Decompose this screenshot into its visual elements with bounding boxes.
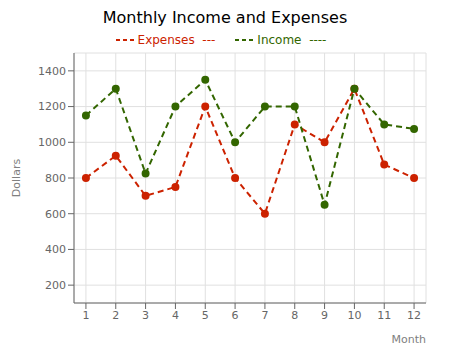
svg-text:3: 3 [142,309,149,322]
svg-text:12: 12 [407,309,421,322]
html-text:Expenses ---: Expenses --- [137,33,216,47]
svg-text:10: 10 [347,309,361,322]
svg-text:6: 6 [232,309,239,322]
html-text:Monthly Income and Expenses: Monthly Income and Expenses [102,8,348,27]
svg-text:400: 400 [45,243,66,256]
svg-text:Month: Month [392,333,427,346]
svg-text:5: 5 [202,309,209,322]
svg-text:1400: 1400 [38,65,66,78]
svg-text:7: 7 [261,309,268,322]
svg-text:9: 9 [321,309,328,322]
svg-text:1: 1 [82,309,89,322]
svg-text:4: 4 [172,309,179,322]
svg-text:Dollars: Dollars [10,159,23,198]
svg-text:600: 600 [45,208,66,221]
svg-text:200: 200 [45,279,66,292]
svg-text:8: 8 [291,309,298,322]
html-text:Income ----: Income ---- [257,33,327,47]
svg-text:1000: 1000 [38,136,66,149]
svg-text:1200: 1200 [38,100,66,113]
svg-text:2: 2 [112,309,119,322]
svg-text:11: 11 [377,309,391,322]
svg-text:800: 800 [45,172,66,185]
